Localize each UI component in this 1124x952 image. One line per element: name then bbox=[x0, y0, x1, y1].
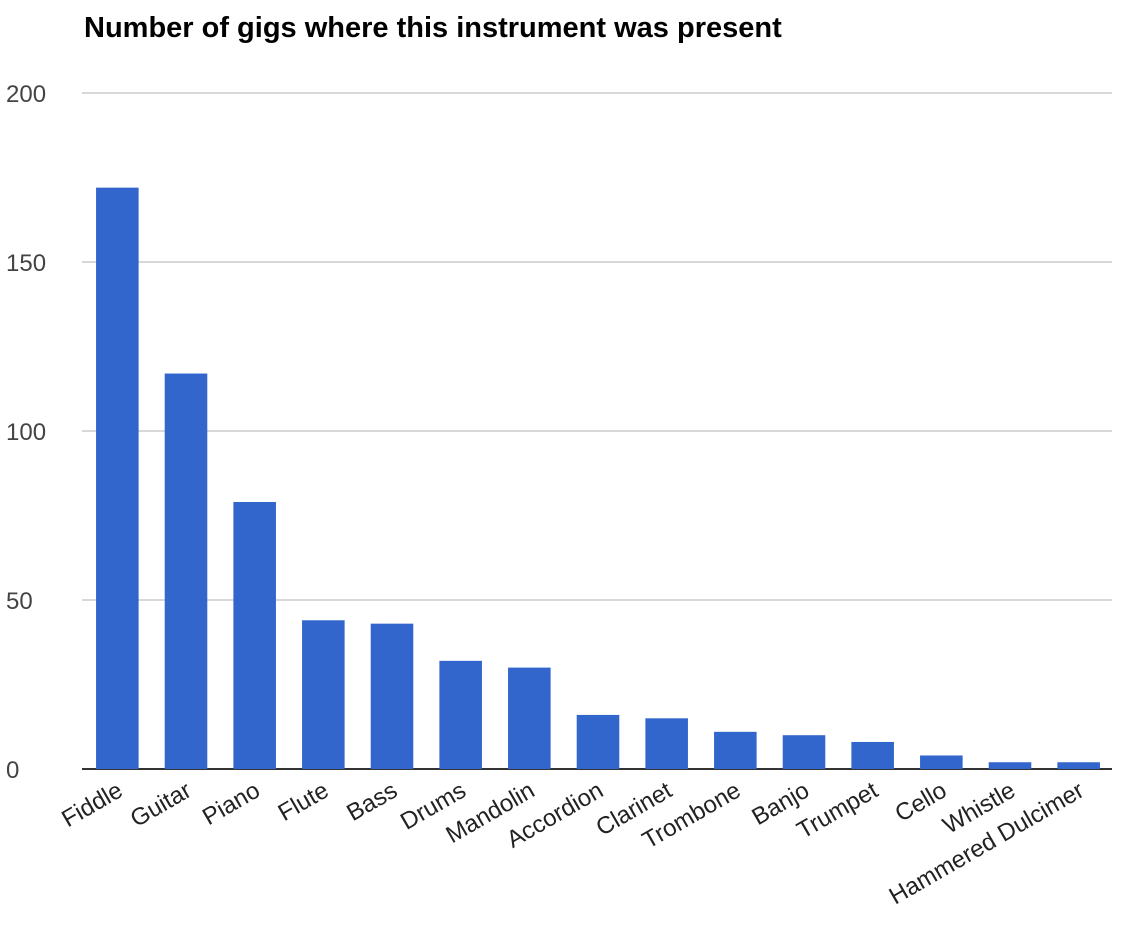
bar-trumpet bbox=[851, 741, 894, 769]
bar-mandolin bbox=[508, 667, 551, 769]
bar-hammered-dulcimer bbox=[1057, 762, 1100, 769]
bar-guitar bbox=[164, 373, 208, 769]
y-tick-label: 0 bbox=[6, 757, 19, 784]
bar-accordion bbox=[576, 714, 620, 769]
bar-drums bbox=[439, 660, 482, 769]
y-tick-label: 100 bbox=[6, 419, 46, 446]
bar-flute bbox=[302, 620, 345, 769]
x-tick-label: Piano bbox=[198, 777, 265, 831]
bar-cello bbox=[920, 755, 963, 769]
bar-clarinet bbox=[645, 718, 688, 769]
bar-fiddle bbox=[96, 187, 139, 769]
x-tick-label: Fiddle bbox=[57, 777, 127, 833]
bar-trombone bbox=[714, 731, 757, 769]
bar-banjo bbox=[782, 735, 826, 769]
y-tick-label: 50 bbox=[6, 588, 33, 615]
y-tick-label: 200 bbox=[6, 81, 46, 108]
x-tick-label: Bass bbox=[342, 777, 402, 827]
chart-title: Number of gigs where this instrument was… bbox=[84, 12, 782, 44]
bar-whistle bbox=[988, 762, 1032, 769]
bar-bass bbox=[370, 623, 414, 769]
x-tick-label: Guitar bbox=[126, 777, 196, 833]
bar-piano bbox=[233, 501, 276, 769]
x-tick-label: Flute bbox=[274, 777, 334, 827]
y-tick-label: 150 bbox=[6, 250, 46, 277]
